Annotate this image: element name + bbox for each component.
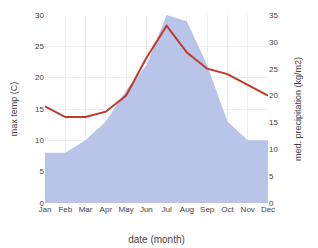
svg-text:25: 25: [269, 65, 278, 74]
svg-text:May: May: [119, 205, 134, 214]
svg-text:25: 25: [35, 42, 44, 51]
svg-text:Aug: Aug: [180, 205, 194, 214]
svg-text:Jan: Jan: [39, 205, 52, 214]
svg-text:15: 15: [35, 105, 44, 114]
svg-text:Feb: Feb: [58, 205, 72, 214]
svg-text:Oct: Oct: [221, 205, 234, 214]
svg-text:max temp (C): max temp (C): [9, 82, 19, 137]
svg-text:med. precipitation (kg/m2): med. precipitation (kg/m2): [293, 57, 303, 161]
svg-text:35: 35: [269, 11, 278, 20]
svg-text:5: 5: [269, 172, 274, 181]
svg-text:10: 10: [269, 145, 278, 154]
svg-text:Sep: Sep: [200, 205, 215, 214]
svg-text:date (month): date (month): [128, 234, 185, 245]
svg-text:20: 20: [35, 73, 44, 82]
svg-text:5: 5: [40, 167, 45, 176]
svg-text:0: 0: [40, 199, 45, 208]
svg-text:Nov: Nov: [241, 205, 255, 214]
svg-text:30: 30: [35, 11, 44, 20]
svg-text:Mar: Mar: [79, 205, 93, 214]
svg-text:Jun: Jun: [140, 205, 153, 214]
svg-text:Dec: Dec: [261, 205, 275, 214]
svg-text:20: 20: [269, 91, 278, 100]
svg-text:Jul: Jul: [162, 205, 172, 214]
svg-text:15: 15: [269, 118, 278, 127]
svg-text:10: 10: [35, 136, 44, 145]
svg-text:Apr: Apr: [100, 205, 113, 214]
svg-text:0: 0: [269, 199, 274, 208]
svg-text:30: 30: [269, 38, 278, 47]
